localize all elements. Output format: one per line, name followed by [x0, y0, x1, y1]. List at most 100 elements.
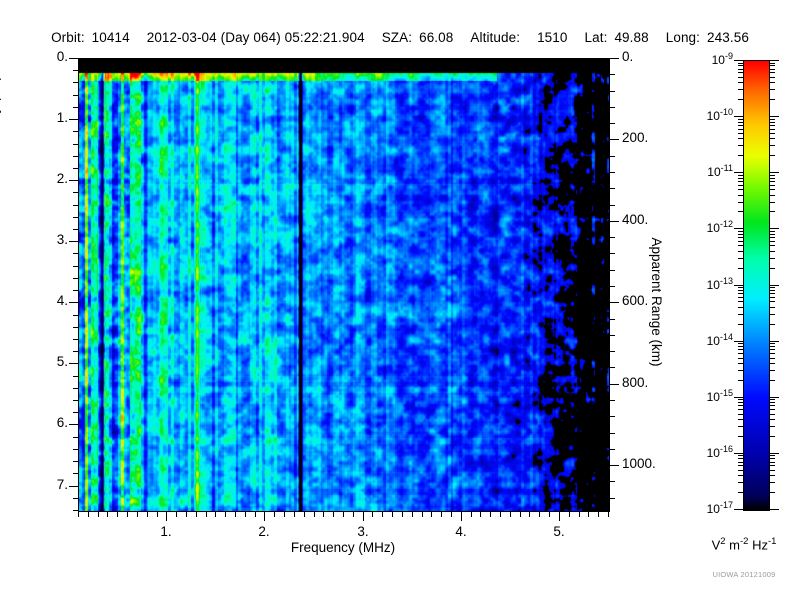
- colorbar-tick-major-left-6: [734, 397, 743, 398]
- x-tick-minor: [490, 512, 491, 517]
- sza-value: 66.08: [419, 30, 454, 45]
- colorbar-tick-minor: [738, 189, 743, 190]
- x-tick-minor: [549, 512, 550, 517]
- x-tick-minor: [304, 512, 305, 517]
- colorbar-mantissa: 10: [706, 502, 720, 516]
- y-right-tick-minor: [610, 270, 615, 271]
- x-tick-minor: [215, 512, 216, 517]
- x-tick-label-1: 2.: [258, 524, 270, 539]
- y-right-tick-minor: [610, 91, 615, 92]
- y-right-tick-minor: [610, 286, 615, 287]
- colorbar-tick-minor: [770, 237, 775, 238]
- colorbar-tick-minor: [738, 99, 743, 100]
- colorbar-tick-minor: [738, 202, 743, 203]
- colorbar-tick-minor: [738, 297, 743, 298]
- colorbar-tick-minor: [738, 405, 743, 406]
- colorbar-tick-major-left-8: [734, 509, 743, 510]
- altitude-value: 1510: [537, 30, 568, 45]
- colorbar-tick-major-left-7: [734, 453, 743, 454]
- x-tick-minor: [98, 512, 99, 517]
- colorbar-tick-minor: [770, 234, 775, 235]
- colorbar-tick-major-right-0: [770, 60, 779, 61]
- colorbar-exponent: -17: [719, 500, 733, 510]
- colorbar-tick-minor: [770, 63, 775, 64]
- colorbar-tick-major-right-6: [770, 397, 779, 398]
- colorbar-tick-minor: [770, 82, 775, 83]
- colorbar-tick-minor: [738, 346, 743, 347]
- x-tick-minor: [372, 512, 373, 517]
- y-right-tick-minor: [610, 237, 615, 238]
- colorbar-tick-major-left-5: [734, 341, 743, 342]
- y-tick-minor: [73, 107, 78, 108]
- long-value: 243.56: [707, 30, 749, 45]
- y-right-tick-minor: [610, 188, 615, 189]
- y-tick-label-0: 0.: [56, 49, 68, 64]
- colorbar-tick-minor: [770, 231, 775, 232]
- colorbar-tick-minor: [738, 470, 743, 471]
- x-tick-major-1: [264, 512, 265, 521]
- y-right-tick-minor: [610, 367, 615, 368]
- spectrogram-canvas: [79, 59, 609, 511]
- colorbar-mantissa: 10: [707, 165, 721, 179]
- y-right-tick-label-3: 600.: [622, 293, 649, 308]
- colorbar-tick-minor: [738, 426, 743, 427]
- x-tick-label-4: 5.: [553, 524, 565, 539]
- x-tick-minor: [127, 512, 128, 517]
- spectrogram-plot-area: [78, 58, 610, 512]
- y-right-tick-minor: [610, 319, 615, 320]
- y-tick-minor: [73, 192, 78, 193]
- colorbar-tick-minor: [738, 307, 743, 308]
- lat-value: 49.88: [614, 30, 649, 45]
- colorbar-tick-minor: [770, 202, 775, 203]
- colorbar-tick-minor: [738, 458, 743, 459]
- colorbar-tick-minor: [770, 297, 775, 298]
- colorbar-tick-minor: [738, 343, 743, 344]
- x-tick-minor: [412, 512, 413, 517]
- colorbar-tick-major-left-4: [734, 285, 743, 286]
- x-tick-minor: [569, 512, 570, 517]
- y-right-tick-minor: [610, 205, 615, 206]
- colorbar-tick-minor: [738, 482, 743, 483]
- colorbar-tick-minor: [738, 358, 743, 359]
- colorbar-tick-minor: [738, 402, 743, 403]
- colorbar-tick-minor: [770, 436, 775, 437]
- x-tick-minor: [274, 512, 275, 517]
- colorbar-tick-minor: [738, 349, 743, 350]
- y-tick-minor: [73, 205, 78, 206]
- x-tick-minor: [186, 512, 187, 517]
- colorbar-tick-minor: [770, 405, 775, 406]
- y-tick-label-5: 5.: [56, 354, 68, 369]
- x-tick-minor: [147, 512, 148, 517]
- colorbar-tick-minor: [738, 234, 743, 235]
- colorbar-mantissa: 10: [706, 221, 720, 235]
- x-tick-minor: [520, 512, 521, 517]
- colorbar-tick-minor: [770, 138, 775, 139]
- colorbar-tick-label-8: 10-17: [681, 500, 733, 516]
- colorbar-tick-minor: [770, 301, 775, 302]
- colorbar-tick-minor: [770, 290, 775, 291]
- x-tick-minor: [431, 512, 432, 517]
- colorbar-tick-minor: [738, 145, 743, 146]
- y-tick-major-3: [69, 241, 78, 242]
- y-tick-major-1: [69, 119, 78, 120]
- colorbar-exponent: -15: [719, 388, 733, 398]
- x-tick-minor: [402, 512, 403, 517]
- colorbar-tick-label-4: 10-13: [681, 276, 733, 292]
- x-tick-minor: [225, 512, 226, 517]
- colorbar-tick-minor: [738, 436, 743, 437]
- colorbar-tick-major-right-8: [770, 509, 779, 510]
- y-right-tick-label-5: 1000.: [622, 456, 656, 471]
- x-tick-minor: [323, 512, 324, 517]
- colorbar-tick-minor: [738, 290, 743, 291]
- colorbar-tick-minor: [770, 409, 775, 410]
- colorbar-tick-minor: [738, 138, 743, 139]
- x-tick-minor: [392, 512, 393, 517]
- colorbar-tick-minor: [770, 419, 775, 420]
- colorbar-tick-minor: [770, 314, 775, 315]
- colorbar-tick-minor: [770, 175, 775, 176]
- colorbar-mantissa: 10: [711, 53, 725, 67]
- x-tick-minor: [382, 512, 383, 517]
- x-tick-minor: [579, 512, 580, 517]
- colorbar-tick-minor: [738, 419, 743, 420]
- colorbar-tick-minor: [738, 122, 743, 123]
